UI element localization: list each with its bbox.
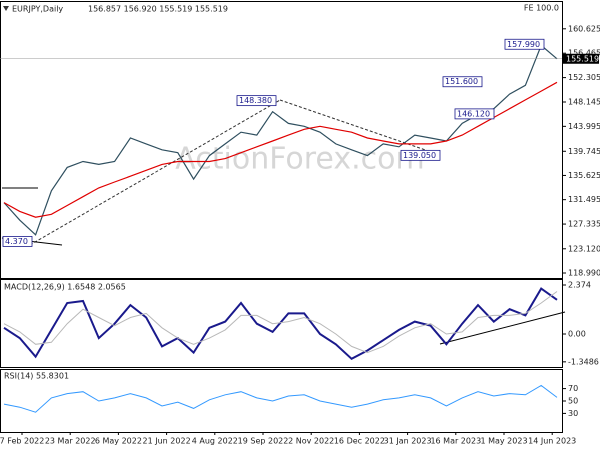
annotation-box xyxy=(2,236,33,247)
annotation-box xyxy=(504,38,545,50)
x-tick-label: 4 Aug 2022 xyxy=(192,437,238,446)
y-tick-label: 50 xyxy=(568,397,578,406)
y-tick-label: 70 xyxy=(568,384,578,393)
annotation-label: 157.990 xyxy=(507,40,540,49)
y-tick-label: 0.00 xyxy=(568,330,586,339)
price-panel xyxy=(0,1,563,279)
rsi-title: RSI(14) 55.8301 xyxy=(4,372,69,381)
x-tick-label: 16 Mar 2023 xyxy=(430,437,481,446)
y-tick-label: 123.120 xyxy=(568,244,600,253)
series-line xyxy=(3,81,558,218)
y-tick-label: 160.625 xyxy=(568,24,600,33)
y-tick-label: 148.145 xyxy=(568,98,600,107)
subtitle: FE 100.0 xyxy=(524,4,559,13)
x-tick-label: 1 May 2023 xyxy=(480,437,527,446)
last-price-box xyxy=(563,53,599,64)
x-tick-label: 16 Dec 2022 xyxy=(334,437,385,446)
annotation-box xyxy=(442,76,483,88)
series-line xyxy=(3,291,558,354)
annotation-label: 4.370 xyxy=(5,237,28,246)
x-tick-label: 21 Jun 2022 xyxy=(143,437,191,446)
annotation-box xyxy=(400,149,441,161)
x-tick-label: 31 Jan 2023 xyxy=(384,437,432,446)
x-tick-label: 2 Nov 2022 xyxy=(288,437,334,446)
macd-title: MACD(12,26,9) 1.6548 2.0565 xyxy=(4,283,126,292)
y-tick-label: 30 xyxy=(568,409,578,418)
y-tick-label: 152.305 xyxy=(568,73,600,82)
y-tick-label: 139.745 xyxy=(568,147,600,156)
quote: 156.857 156.920 155.519 155.519 xyxy=(88,5,228,14)
y-tick-label: 156.465 xyxy=(568,49,600,58)
y-tick-label: 131.495 xyxy=(568,195,600,204)
y-tick-label: 143.995 xyxy=(568,122,600,131)
annotation-box xyxy=(236,95,277,107)
y-tick-label: 135.625 xyxy=(568,171,600,180)
menu-arrow xyxy=(3,6,9,11)
y-tick-label: 127.335 xyxy=(568,220,600,229)
x-tick-label: 19 Sep 2022 xyxy=(238,437,289,446)
annotation-label: 148.380 xyxy=(239,96,272,105)
annotation-label: 146.120 xyxy=(457,109,490,118)
series-line xyxy=(3,44,558,236)
y-tick-label: -1.3486 xyxy=(568,357,599,366)
y-tick-label: 2.374 xyxy=(568,280,591,289)
chart-title: EURJPY,Daily xyxy=(12,5,63,14)
macd-panel xyxy=(0,279,563,368)
x-tick-label: 7 Feb 2022 xyxy=(0,437,44,446)
macd-trendline xyxy=(439,311,566,345)
x-tick-label: 14 Jun 2023 xyxy=(528,437,576,446)
trendline xyxy=(279,99,441,156)
x-tick-label: 6 May 2022 xyxy=(95,437,142,446)
annotation-label: 151.600 xyxy=(445,77,478,86)
watermark: ActionForex.com xyxy=(175,142,424,177)
annotation-label: 139.050 xyxy=(403,151,436,160)
last-price-label: 155.519 xyxy=(566,54,599,63)
x-tick-label: 23 Mar 2022 xyxy=(45,437,96,446)
annotation-box xyxy=(454,108,495,120)
y-tick-label: 118.990 xyxy=(568,269,600,278)
series-line xyxy=(3,384,558,413)
trendline xyxy=(29,99,281,246)
